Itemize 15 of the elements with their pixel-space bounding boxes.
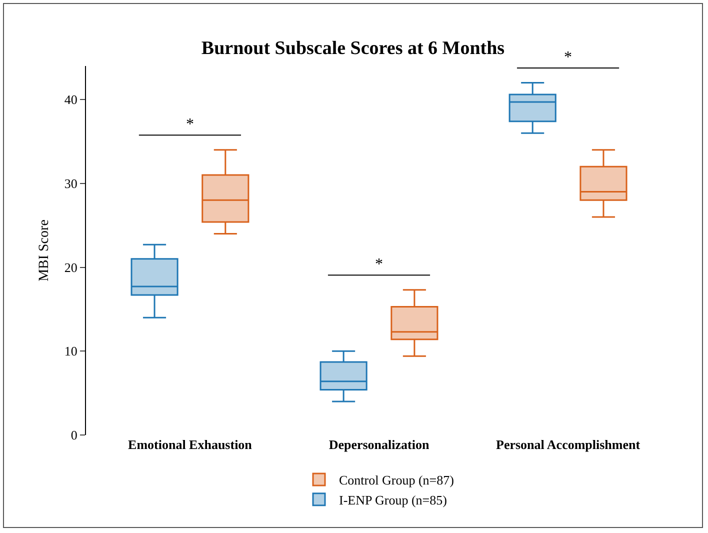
annotation: * bbox=[186, 116, 194, 133]
annotation: * bbox=[375, 256, 383, 273]
legend-label: I-ENP Group (n=85) bbox=[339, 492, 447, 508]
text: * bbox=[564, 49, 572, 66]
x-tick-label: Personal Accomplishment bbox=[496, 437, 641, 452]
y-tick-label: 30 bbox=[64, 176, 78, 191]
x-tick-label: Emotional Exhaustion bbox=[128, 437, 253, 452]
y-tick-label: 20 bbox=[64, 260, 78, 275]
chart-title: Burnout Subscale Scores at 6 Months bbox=[201, 38, 505, 59]
y-tick-label: 10 bbox=[64, 344, 78, 359]
y-tick-label: 40 bbox=[64, 92, 78, 108]
legend-label: Control Group (n=87) bbox=[339, 472, 454, 488]
y-axis-title: MBI Score bbox=[37, 220, 52, 282]
x-tick-label: Depersonalization bbox=[328, 437, 430, 452]
y-tick-label: 0 bbox=[70, 428, 78, 443]
